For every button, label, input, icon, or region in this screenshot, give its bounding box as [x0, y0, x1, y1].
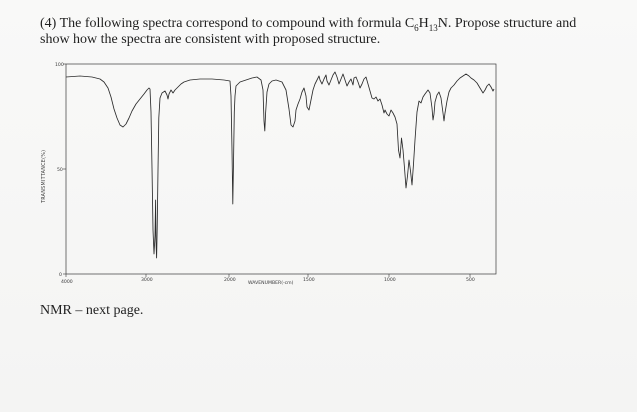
- y-tick-label: 100: [55, 62, 64, 68]
- formula-subscript-carbon: 6: [414, 22, 419, 33]
- y-tick-label: 0: [59, 272, 62, 278]
- question-text: (4) The following spectra correspond to …: [40, 16, 600, 48]
- x-tick-label: 1500: [303, 277, 315, 283]
- x-tick-label: 2000: [224, 277, 236, 283]
- formula-hydrogen: H: [418, 16, 429, 31]
- footer-note: NMR – next page.: [40, 303, 144, 318]
- question-prefix: (4) The following spectra correspond to …: [40, 16, 415, 31]
- x-tick-label: 1000: [384, 277, 396, 283]
- x-tick-label: 4000: [61, 279, 73, 285]
- formula-subscript-hydrogen: 13: [428, 22, 438, 33]
- x-tick-label: 500: [466, 277, 475, 283]
- x-tick-label: 3000: [141, 277, 153, 283]
- y-axis-label: TRANSMITTANCE(%): [41, 150, 47, 204]
- plot-frame: [65, 63, 497, 275]
- spectrum-trace: [65, 71, 495, 259]
- y-tick-label: 50: [57, 167, 63, 173]
- question-suffix: N. Propose structure and show how the sp…: [40, 16, 577, 47]
- x-axis-label: WAVENUMBER(-cm): [248, 280, 294, 286]
